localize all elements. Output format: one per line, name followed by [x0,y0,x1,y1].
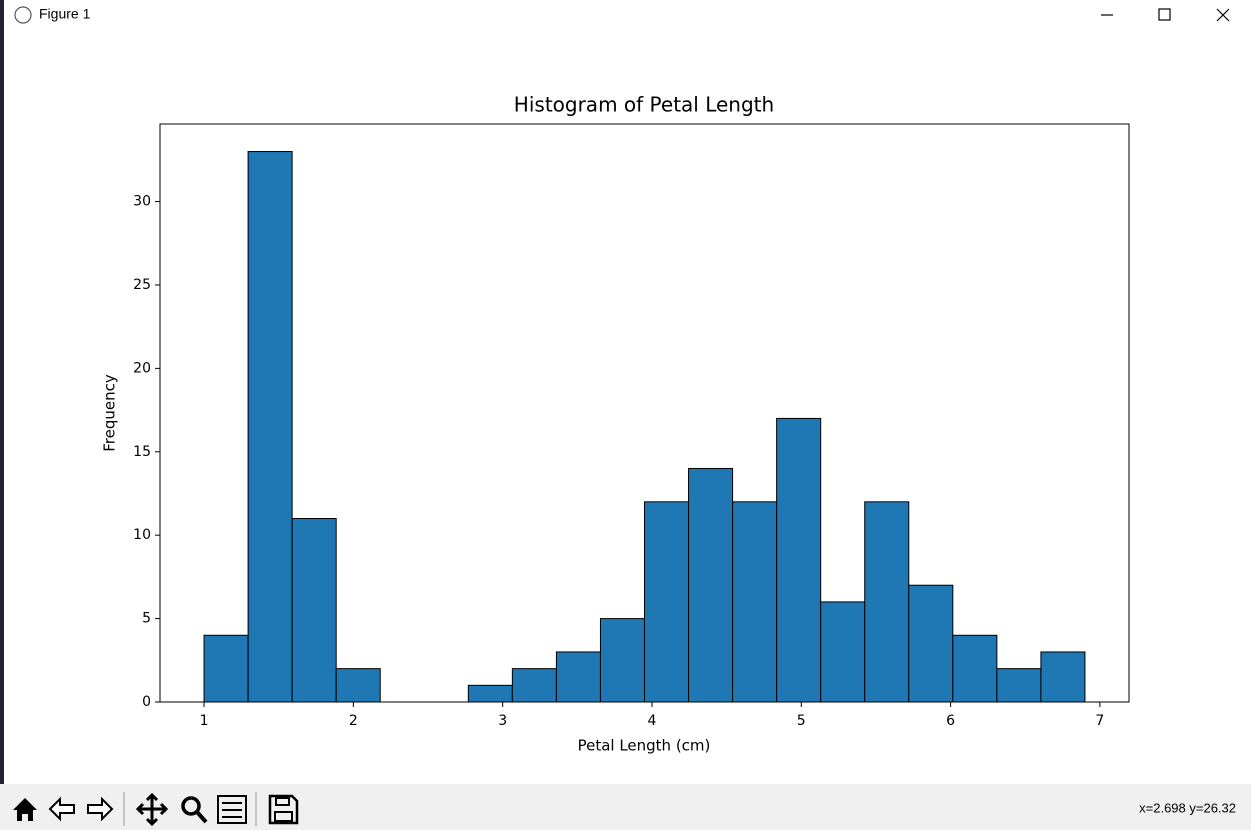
save-icon [268,794,299,825]
histogram-bar [1040,651,1086,703]
toolbar-background [0,784,1251,830]
x-tick-label: 6 [946,713,955,729]
histogram-bar [467,684,513,703]
y-tick-label: 20 [133,360,151,376]
plot: Histogram of Petal Length Petal Length (… [101,93,1130,755]
histogram-bar [996,668,1042,703]
y-tick-label: 25 [133,277,151,293]
maximize-button[interactable] [1158,8,1171,21]
y-tick-label: 15 [133,444,151,460]
save-button[interactable] [268,794,299,825]
chart-title: Histogram of Petal Length [514,93,774,117]
x-tick-label: 5 [797,713,806,729]
forward-icon [87,796,114,822]
histogram-bar [688,467,734,703]
toolbar: x=2.698 y=26.32 [0,784,1251,830]
pan-icon [135,792,169,827]
y-axis-label: Frequency [101,374,119,452]
histogram-bar [599,618,645,703]
close-button[interactable] [1216,8,1230,22]
histogram-bar [644,501,690,703]
status-text: x=2.698 y=26.32 [1139,800,1236,815]
histogram-bar [247,151,293,703]
x-tick-label: 3 [498,713,507,729]
histogram-bar [555,651,601,703]
histogram-bar [203,634,249,703]
y-tick-label: 30 [133,194,151,210]
x-axis-label: Petal Length (cm) [578,737,711,755]
configure-button[interactable] [217,795,247,824]
histogram-bar [908,584,954,703]
configure-icon [217,795,247,824]
x-tick-label: 7 [1095,713,1104,729]
configure-icon-lines [222,802,242,818]
histogram-bar [820,601,866,703]
zoom-icon [181,796,201,816]
y-tick-label: 5 [142,611,151,627]
y-tick-label: 10 [133,527,151,543]
back-icon [48,796,75,822]
forward-button[interactable] [87,796,114,822]
histogram-bar [732,501,778,703]
histogram-bar [952,634,998,703]
home-button[interactable] [13,798,37,821]
pan-button[interactable] [135,792,169,827]
y-tick-label: 0 [142,694,151,710]
histogram-bar [864,501,910,703]
window-title: Figure 1 [39,6,91,22]
histogram-bar [291,518,337,703]
save-icon-slot [275,797,290,806]
histogram-bar [335,668,381,703]
x-tick-label: 4 [648,713,657,729]
desktop-edge [0,0,4,830]
histogram-bar [776,417,822,703]
zoom-icon-handle [195,810,208,824]
save-icon-label [274,811,293,822]
back-button[interactable] [48,796,75,822]
home-icon [13,798,37,821]
app-icon [14,6,32,24]
axes-frame [159,123,1130,703]
x-tick-label: 1 [200,713,209,729]
x-tick-label: 2 [349,713,358,729]
title-bar: Figure 1 [14,6,1230,24]
zoom-button[interactable] [181,796,208,824]
histogram-bar [511,668,557,703]
